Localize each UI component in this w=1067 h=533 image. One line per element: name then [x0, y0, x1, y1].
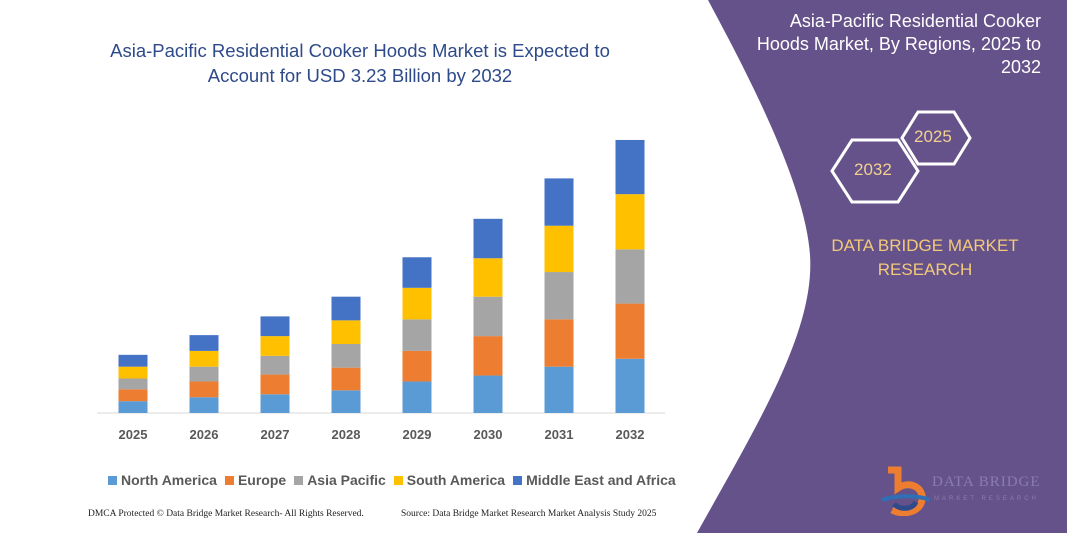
- bar-segment-asia-pacific-2031: [544, 272, 574, 320]
- legend-item: Middle East and Africa: [513, 472, 676, 488]
- stacked-bar-chart: 2025 2026 2027 2028 2029 2030 2031 2032: [97, 139, 665, 442]
- bar-segment-asia-pacific-2029: [402, 319, 432, 351]
- legend-item: North America: [108, 472, 217, 488]
- x-tick-label: 2026: [190, 427, 219, 442]
- legend: North America Europe Asia Pacific South Ame…: [108, 472, 676, 488]
- bar-segment-europe-2031: [544, 319, 574, 367]
- x-tick-label: 2027: [261, 427, 290, 442]
- bar-segment-north-america-2029: [402, 381, 432, 413]
- x-tick-label: 2030: [474, 427, 503, 442]
- brand-name: DATA BRIDGE MARKET RESEARCH: [831, 236, 1019, 279]
- bar-segment-south-america-2026: [189, 350, 219, 367]
- bar-segment-middle-east-and-africa-2025: [118, 354, 148, 367]
- hexagon-2025-icon: [900, 110, 972, 166]
- x-tick-label: 2025: [119, 427, 148, 442]
- legend-label: Europe: [237, 472, 287, 488]
- bar-segment-europe-2026: [189, 381, 219, 398]
- bar-segment-south-america-2025: [118, 366, 148, 379]
- legend-swatch: [294, 476, 304, 485]
- bar-segment-europe-2030: [473, 336, 503, 376]
- hex-end-year: 2032: [854, 160, 892, 179]
- bar-segment-middle-east-and-africa-2026: [189, 335, 219, 351]
- bar-segment-south-america-2031: [544, 225, 574, 273]
- bar-segment-asia-pacific-2032: [615, 249, 645, 304]
- bar-segment-europe-2032: [615, 303, 645, 359]
- bar-segment-north-america-2031: [544, 366, 574, 413]
- bar-segment-europe-2029: [402, 350, 432, 382]
- bar-segment-middle-east-and-africa-2029: [402, 257, 432, 288]
- bar-segment-middle-east-and-africa-2031: [544, 178, 574, 226]
- bar-segment-middle-east-and-africa-2030: [473, 218, 503, 259]
- side-panel-title: Asia-Pacific Residential Cooker Hoods Ma…: [756, 11, 1041, 77]
- logo-subtext: MARKET RESEARCH: [934, 496, 1039, 502]
- legend-swatch: [513, 476, 523, 485]
- bar-segment-north-america-2032: [615, 358, 645, 413]
- bar-segment-north-america-2030: [473, 375, 503, 413]
- legend-item: South America: [393, 472, 506, 488]
- legend-label: North America: [121, 472, 217, 488]
- bar-segment-asia-pacific-2030: [473, 296, 503, 337]
- bar-segment-north-america-2028: [331, 390, 361, 413]
- bar-segment-south-america-2029: [402, 287, 432, 320]
- bar-segment-asia-pacific-2028: [331, 344, 361, 368]
- legend-swatch: [224, 476, 234, 485]
- legend-label: Middle East and Africa: [526, 472, 676, 488]
- x-tick-label: 2029: [403, 427, 432, 442]
- bar-segment-south-america-2028: [331, 320, 361, 344]
- bar-segment-asia-pacific-2026: [189, 366, 219, 382]
- x-tick-label: 2031: [545, 427, 574, 442]
- bar-segment-north-america-2025: [118, 401, 148, 413]
- logo-text: DATA BRIDGE: [932, 474, 1041, 490]
- hex-start-year: 2025: [914, 127, 952, 146]
- legend-swatch: [393, 476, 403, 485]
- bar-segment-asia-pacific-2025: [118, 378, 148, 390]
- bar-segment-europe-2027: [260, 374, 290, 395]
- bar-segment-north-america-2026: [189, 397, 219, 413]
- legend-swatch: [108, 476, 117, 485]
- legend-item: Asia Pacific: [294, 472, 386, 488]
- legend-label: South America: [406, 472, 506, 488]
- bar-segment-south-america-2030: [473, 258, 503, 297]
- bar-segment-south-america-2027: [260, 336, 290, 356]
- copyright-note: DMCA Protected © Data Bridge Market Rese…: [88, 509, 364, 519]
- x-tick-label: 2032: [616, 427, 645, 442]
- chart-title: Asia-Pacific Residential Cooker Hoods Ma…: [110, 40, 610, 86]
- bar-segment-middle-east-and-africa-2028: [331, 296, 361, 321]
- bar-segment-south-america-2032: [615, 194, 645, 250]
- legend-item: Europe: [224, 472, 287, 488]
- bar-segment-middle-east-and-africa-2027: [260, 316, 290, 337]
- bar-segment-middle-east-and-africa-2032: [615, 139, 645, 195]
- legend-label: Asia Pacific: [307, 472, 386, 488]
- x-tick-label: 2028: [332, 427, 361, 442]
- source-note: Source: Data Bridge Market Research Mark…: [401, 509, 657, 519]
- bar-segment-europe-2025: [118, 389, 148, 402]
- hexagon-2032-icon: [830, 138, 920, 204]
- bar-segment-europe-2028: [331, 367, 361, 391]
- data-bridge-logo: DATA BRIDGE MARKET RESEARCH: [880, 466, 1040, 521]
- bar-segment-north-america-2027: [260, 394, 290, 413]
- bar-segment-asia-pacific-2027: [260, 355, 290, 375]
